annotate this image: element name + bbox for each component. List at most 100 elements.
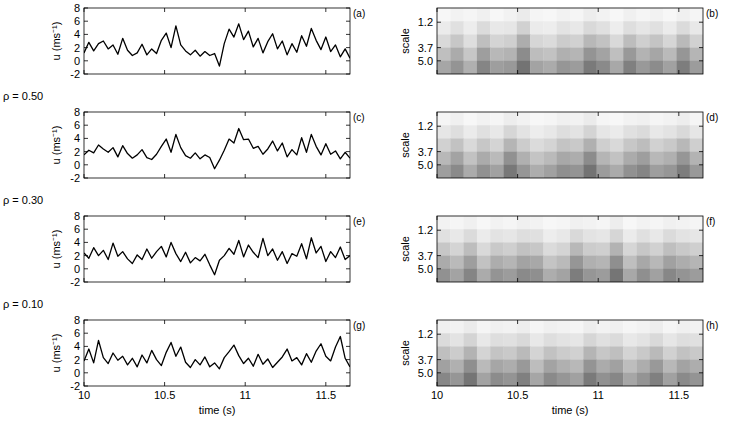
heat-cell — [676, 333, 690, 347]
heat-cell — [543, 242, 557, 256]
heat-cell — [450, 152, 464, 166]
heat-cell — [597, 242, 611, 256]
y-tick — [437, 60, 441, 61]
heat-cell — [490, 373, 504, 386]
y-tick — [84, 359, 88, 360]
y-tick — [699, 164, 703, 165]
heat-cell — [490, 320, 504, 334]
heat-cell — [637, 152, 651, 166]
heat-cell — [464, 165, 478, 178]
heat-cell — [437, 21, 451, 35]
x-tick — [325, 70, 326, 74]
y-tick — [84, 21, 88, 22]
heat-cell — [504, 61, 518, 74]
heat-cell — [464, 346, 478, 360]
x-tick — [325, 174, 326, 178]
x-tick — [517, 8, 518, 12]
heat-cell — [543, 21, 557, 35]
heat-cell — [490, 34, 504, 48]
heat-cell — [530, 256, 544, 270]
heat-cell — [623, 320, 637, 334]
heat-cell — [690, 333, 703, 347]
y-tick-label: 3.7 — [418, 354, 433, 366]
y-tick — [346, 255, 350, 256]
heat-cell — [437, 229, 451, 243]
heat-cell — [450, 256, 464, 270]
y-tick — [437, 334, 441, 335]
heat-cell — [543, 256, 557, 270]
heat-cell — [663, 346, 677, 360]
x-tick — [84, 278, 85, 282]
heat-cell — [676, 242, 690, 256]
heat-cell — [504, 165, 518, 178]
heat-cell — [690, 256, 703, 270]
y-tick — [346, 74, 350, 75]
y-tick — [699, 47, 703, 48]
y-tick — [84, 164, 88, 165]
x-tick — [517, 320, 518, 324]
heat-cell — [597, 229, 611, 243]
panel: 1010.51111.51.23.75.0scaletime (s)(h) — [399, 320, 718, 416]
heat-cell — [583, 34, 597, 48]
heat-cell — [583, 229, 597, 243]
heat-cell — [676, 21, 690, 35]
heat-cell — [530, 8, 544, 22]
plot-area — [437, 320, 703, 386]
heat-cell — [517, 138, 531, 152]
y-tick — [84, 151, 88, 152]
heat-cell — [623, 8, 637, 22]
x-tick — [164, 70, 165, 74]
heat-cell — [450, 346, 464, 360]
heat-cell — [597, 269, 611, 282]
y-tick-label: 3.7 — [418, 146, 433, 158]
heat-cell — [663, 61, 677, 74]
heat-cell — [623, 61, 637, 74]
y-tick-label: -2 — [70, 172, 80, 184]
plot-area — [84, 337, 350, 369]
annotation: ρ = 0.30 — [3, 194, 43, 206]
heat-cell — [477, 360, 491, 374]
y-tick-label: 1.2 — [418, 224, 433, 236]
heat-cell — [583, 165, 597, 178]
heat-cell — [690, 34, 703, 48]
heat-cell — [477, 125, 491, 139]
heat-cell — [557, 373, 571, 386]
heat-cell — [597, 125, 611, 139]
heat-cell — [650, 346, 664, 360]
x-tick — [245, 8, 246, 12]
heat-cell — [517, 48, 531, 62]
heat-cell — [464, 152, 478, 166]
heat-cell — [583, 138, 597, 152]
heat-cell — [676, 229, 690, 243]
x-tick — [437, 112, 438, 116]
heat-cell — [530, 125, 544, 139]
panel: 1010.51111.5-202468u (ms⁻¹)time (s)(g)ρ … — [3, 298, 365, 416]
heat-cell — [477, 8, 491, 22]
heat-cell — [464, 61, 478, 74]
heat-cell — [676, 373, 690, 386]
heat-cell — [557, 48, 571, 62]
heat-cell — [663, 333, 677, 347]
heat-cell — [663, 320, 677, 334]
heat-cell — [663, 138, 677, 152]
heat-cell — [610, 373, 624, 386]
heat-cell — [543, 373, 557, 386]
heat-cell — [504, 21, 518, 35]
heat-cell — [557, 21, 571, 35]
heat-cell — [650, 229, 664, 243]
heat-cell — [610, 34, 624, 48]
x-axis-title: time (s) — [552, 404, 589, 416]
heat-cell — [583, 48, 597, 62]
heat-cell — [517, 269, 531, 282]
y-axis-title: scale — [399, 132, 411, 158]
series-line — [84, 337, 350, 369]
x-tick — [598, 70, 599, 74]
y-tick — [699, 359, 703, 360]
plot-area — [437, 8, 703, 74]
y-tick — [84, 255, 88, 256]
heat-cell — [490, 242, 504, 256]
y-tick — [699, 22, 703, 23]
heat-cell — [610, 152, 624, 166]
heat-cell — [543, 360, 557, 374]
y-tick — [84, 346, 88, 347]
